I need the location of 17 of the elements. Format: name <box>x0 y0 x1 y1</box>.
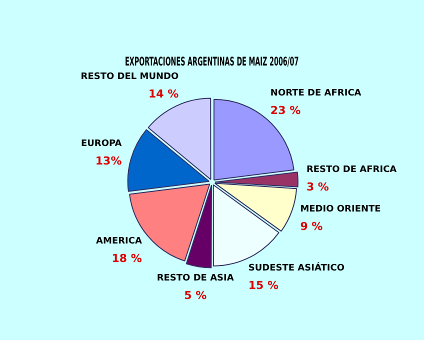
slice-label: MEDIO ORIENTE <box>300 204 381 215</box>
slice-label: RESTO DEL MUNDO <box>80 72 179 82</box>
slice-label: RESTO DE ASIA <box>156 274 234 284</box>
chart-title: EXPORTACIONES ARGENTINAS DE MAIZ 2006/07 <box>125 55 299 70</box>
data-label: 14 % <box>148 88 179 101</box>
data-label: 13% <box>95 154 122 168</box>
data-label: 9 % <box>300 220 323 234</box>
data-label: 18 % <box>112 252 142 265</box>
slice-label: RESTO DE AFRICA <box>306 165 397 176</box>
slice-label: EUROPA <box>80 138 122 149</box>
data-label: 15 % <box>248 278 279 292</box>
slice-label: SUDESTE ASIÁTICO <box>248 261 345 274</box>
data-label: 5 % <box>184 289 207 302</box>
slice-label: NORTE DE AFRICA <box>270 88 362 99</box>
data-label: 23 % <box>270 104 301 118</box>
data-label: 3 % <box>306 180 329 194</box>
slice-label: AMERICA <box>96 236 142 246</box>
